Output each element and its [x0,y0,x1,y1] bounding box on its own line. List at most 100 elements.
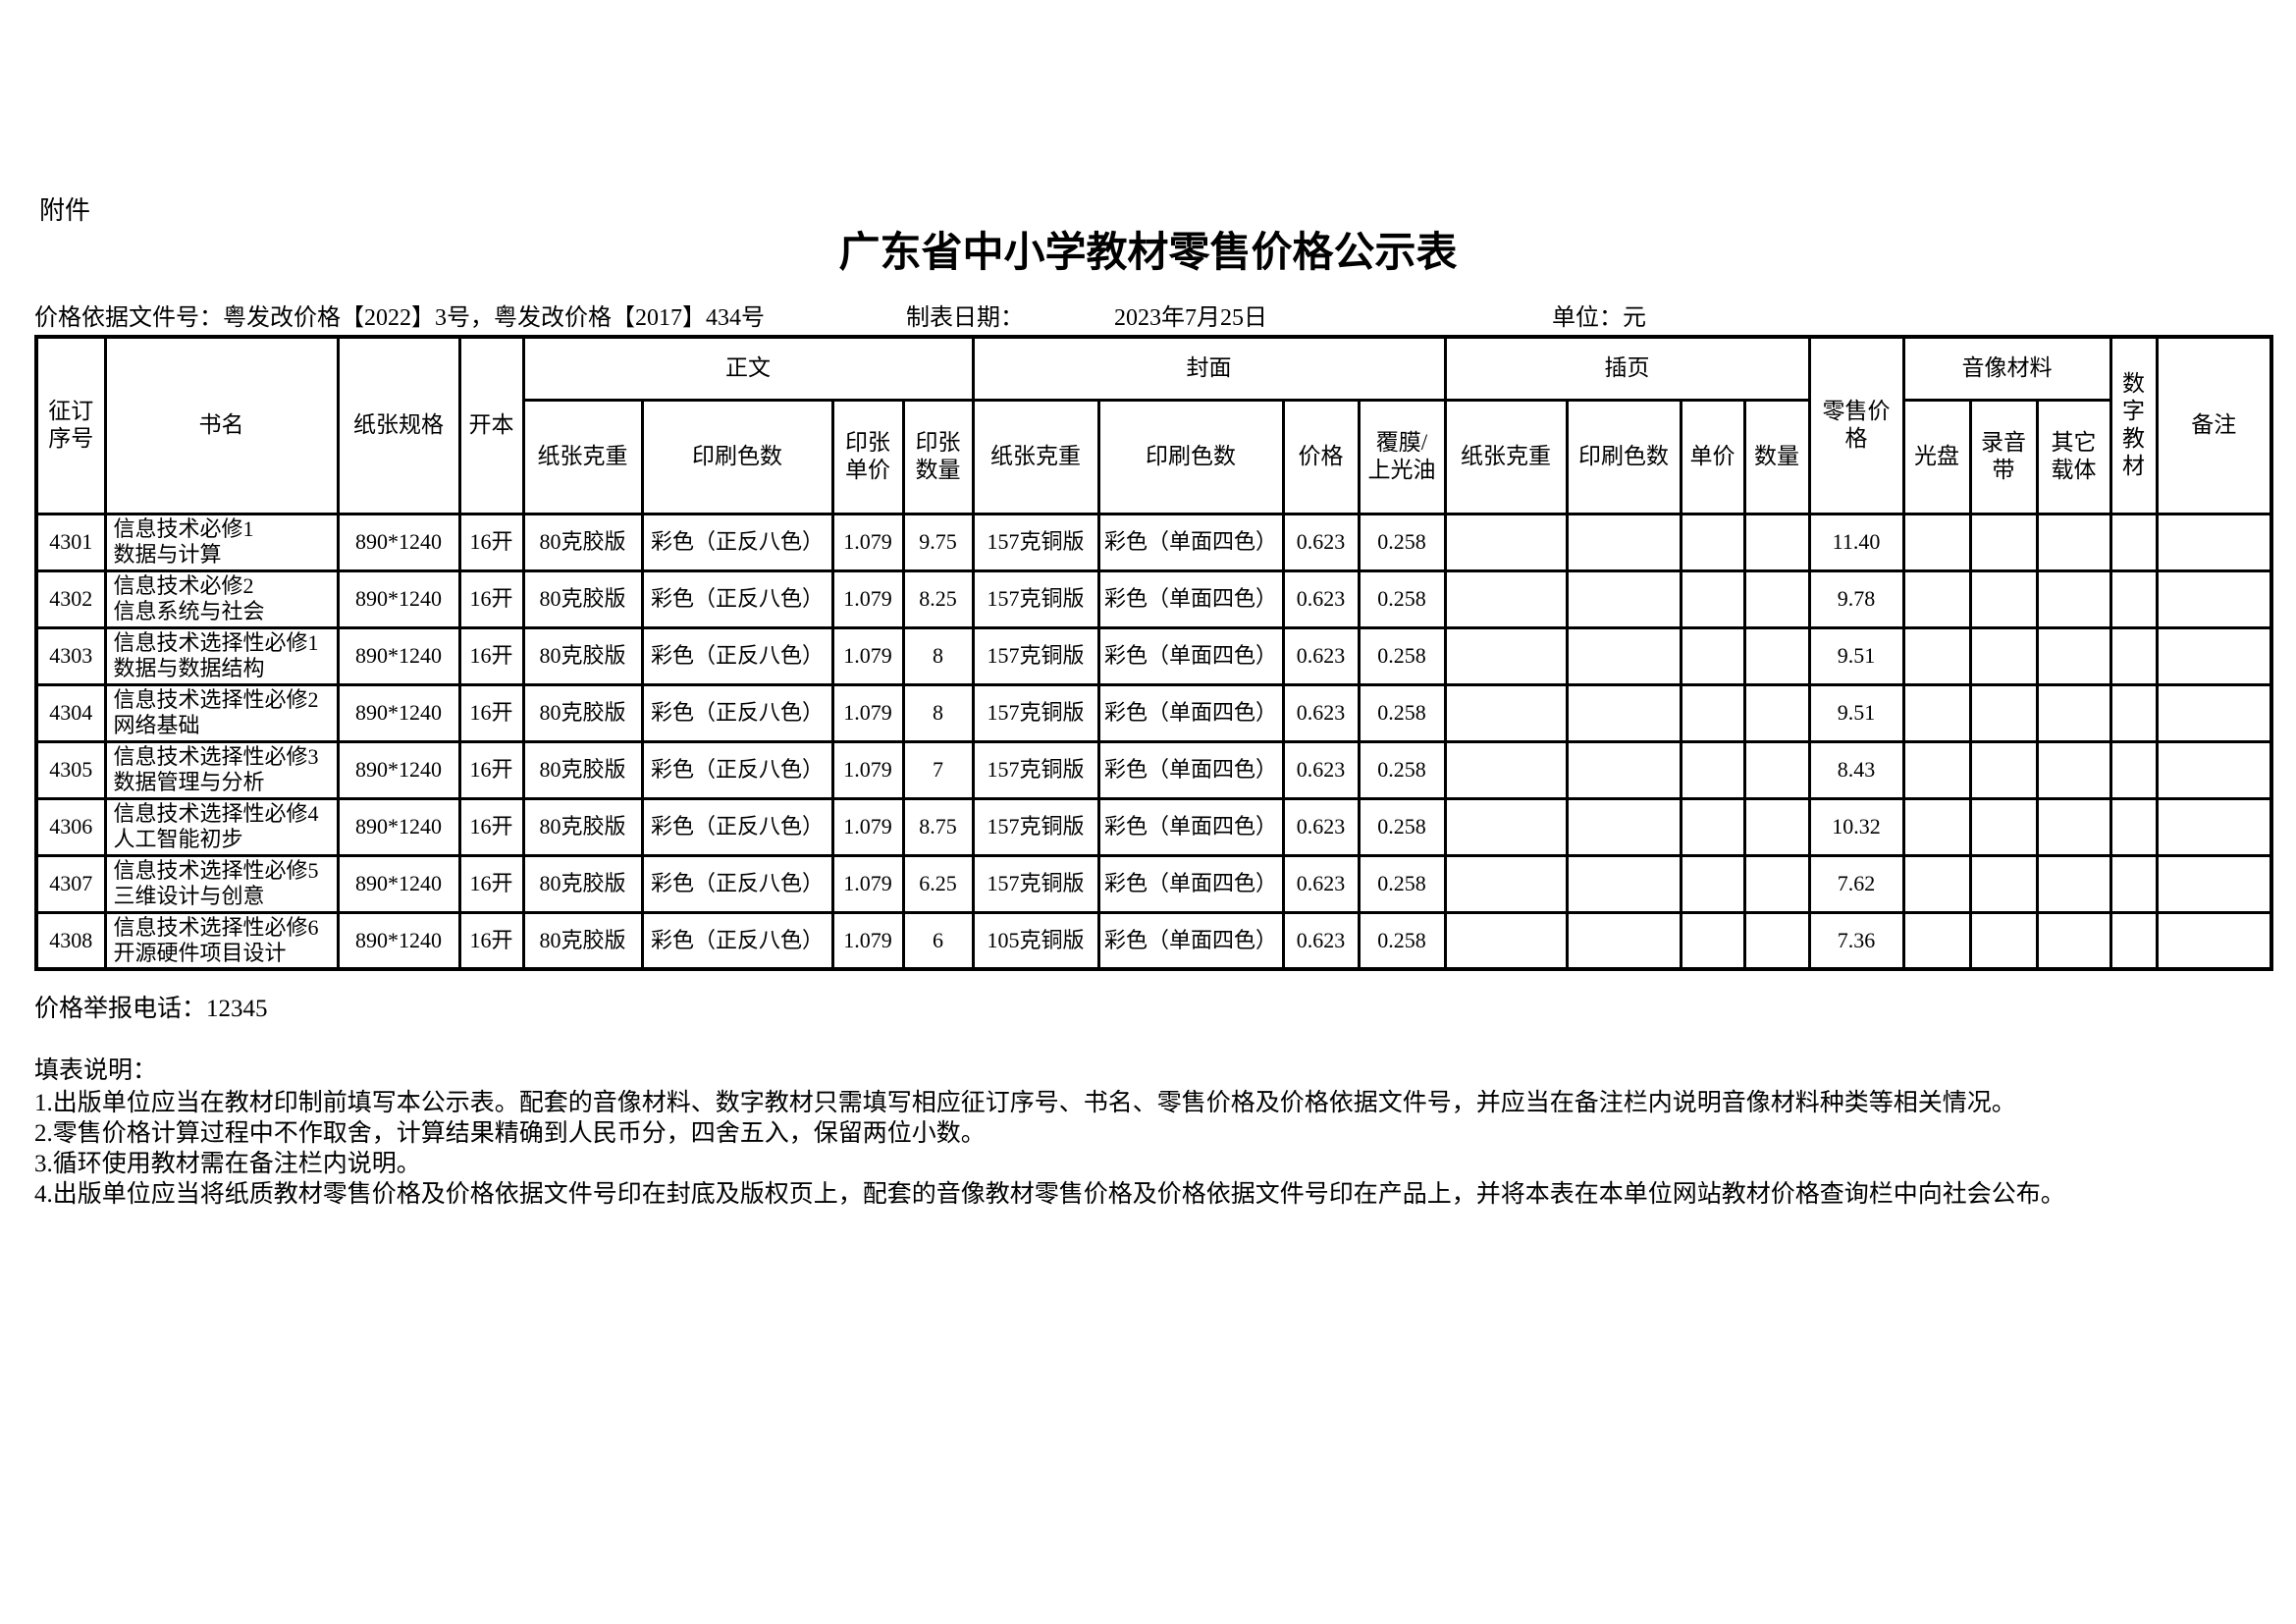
table-date-value: 2023年7月25日 [1114,305,1267,331]
cell-other-media [2035,796,2112,857]
cell-format: 16开 [457,796,525,857]
cell-insert-paper-weight [1443,568,1569,629]
col-header-insert-paper-weight: 纸张克重 [1443,398,1569,515]
cell-sheet-unit-price: 1.079 [830,739,905,800]
cell-order-no: 4308 [34,910,107,971]
cell-cd [1901,512,1972,572]
col-header-cover-paper-weight: 纸张克重 [971,398,1100,515]
cell-sheet-quantity: 6.25 [901,853,975,914]
page-title: 广东省中小学教材零售价格公示表 [838,231,1458,276]
group-header-cover: 封面 [971,335,1447,402]
info-line: 价格依据文件号：粤发改价格【2022】3号，粤发改价格【2017】434号 制表… [34,298,2272,333]
table-row: 4304 信息技术选择性必修2 网络基础 890*1240 16开 80克胶版 彩色（正反… [34,682,2273,743]
cell-other-media [2035,625,2112,686]
cell-insert-print-colors [1565,682,1682,743]
col-header-retail-price: 零售价 格 [1807,335,1905,515]
cell-insert-paper-weight [1443,739,1569,800]
cell-sheet-unit-price: 1.079 [830,796,905,857]
col-header-cover-coating: 覆膜/ 上光油 [1357,398,1447,515]
cell-cover-price: 0.623 [1281,568,1361,629]
price-report-phone: 价格举报电话：12345 [34,996,268,1022]
cell-insert-paper-weight [1443,682,1569,743]
cell-cover-print-colors: 彩色（单面四色） [1096,568,1285,629]
cell-paper-spec: 890*1240 [336,796,461,857]
cell-sheet-unit-price: 1.079 [830,910,905,971]
col-header-cd: 光盘 [1901,398,1972,515]
cell-insert-quantity [1742,796,1811,857]
cell-insert-paper-weight [1443,853,1569,914]
group-header-main-text: 正文 [521,335,975,402]
cell-insert-paper-weight [1443,512,1569,572]
cell-cover-paper-weight: 157克铜版 [971,796,1100,857]
cell-insert-unit-price [1679,682,1746,743]
cell-cover-print-colors: 彩色（单面四色） [1096,853,1285,914]
cell-order-no: 4304 [34,682,107,743]
cell-remarks [2155,682,2273,743]
cell-other-media [2035,568,2112,629]
col-header-tape: 录音 带 [1968,398,2039,515]
cell-cover-price: 0.623 [1281,625,1361,686]
cell-paper-spec: 890*1240 [336,682,461,743]
cell-insert-unit-price [1679,512,1746,572]
cell-sheet-unit-price: 1.079 [830,625,905,686]
cell-remarks [2155,568,2273,629]
cell-tape [1968,910,2039,971]
cell-remarks [2155,796,2273,857]
cell-cover-paper-weight: 157克铜版 [971,512,1100,572]
cell-cover-paper-weight: 157克铜版 [971,853,1100,914]
cell-cover-price: 0.623 [1281,682,1361,743]
cell-retail-price: 8.43 [1807,739,1905,800]
col-header-insert-print-colors: 印刷色数 [1565,398,1682,515]
cell-other-media [2035,682,2112,743]
cell-digital-textbook [2109,568,2159,629]
cell-text-print-colors: 彩色（正反八色） [640,625,834,686]
col-header-cover-print-colors: 印刷色数 [1096,398,1285,515]
cell-book-name: 信息技术选择性必修5 三维设计与创意 [103,853,340,914]
cell-retail-price: 9.51 [1807,682,1905,743]
table-row: 4305 信息技术选择性必修3 数据管理与分析 890*1240 16开 80克胶版 彩色… [34,739,2273,800]
cell-order-no: 4305 [34,739,107,800]
col-header-paper-spec: 纸张规格 [336,335,461,515]
cell-cd [1901,625,1972,686]
cell-cover-print-colors: 彩色（单面四色） [1096,739,1285,800]
cell-text-print-colors: 彩色（正反八色） [640,739,834,800]
cell-order-no: 4302 [34,568,107,629]
cell-digital-textbook [2109,625,2159,686]
cell-format: 16开 [457,910,525,971]
cell-sheet-quantity: 8.25 [901,568,975,629]
cell-insert-print-colors [1565,910,1682,971]
cell-text-print-colors: 彩色（正反八色） [640,796,834,857]
cell-order-no: 4303 [34,625,107,686]
col-header-insert-unit-price: 单价 [1679,398,1746,515]
cell-paper-spec: 890*1240 [336,910,461,971]
cell-cover-price: 0.623 [1281,910,1361,971]
cell-format: 16开 [457,682,525,743]
cell-text-print-colors: 彩色（正反八色） [640,682,834,743]
cell-insert-paper-weight [1443,625,1569,686]
cell-book-name: 信息技术选择性必修4 人工智能初步 [103,796,340,857]
cell-insert-unit-price [1679,853,1746,914]
note-line-3: 3.循环使用教材需在备注栏内说明。 [34,1151,421,1177]
note-line-1: 1.出版单位应当在教材印制前填写本公示表。配套的音像材料、数字教材只需填写相应征… [34,1090,2016,1116]
cell-tape [1968,512,2039,572]
col-header-digital-textbook: 数 字 教 材 [2109,335,2159,515]
cell-sheet-unit-price: 1.079 [830,682,905,743]
header-sub-row: 纸张克重 印刷色数 印张 单价 印张 数量 纸张克重 印刷色数 价格 覆膜/ 上… [36,398,2271,515]
cell-text-paper-weight: 80克胶版 [521,682,644,743]
notes-title: 填表说明： [34,1057,158,1084]
cell-cover-coating: 0.258 [1357,910,1447,971]
table-row: 4308 信息技术选择性必修6 开源硬件项目设计 890*1240 16开 80克胶版彩… [34,910,2273,971]
cell-remarks [2155,739,2273,800]
cell-digital-textbook [2109,796,2159,857]
cell-retail-price: 9.78 [1807,568,1905,629]
cell-format: 16开 [457,625,525,686]
cell-order-no: 4306 [34,796,107,857]
group-header-av-materials: 音像材料 [1901,335,2112,402]
cell-insert-unit-price [1679,796,1746,857]
cell-remarks [2155,910,2273,971]
cell-other-media [2035,910,2112,971]
group-header-insert: 插页 [1443,335,1811,402]
cell-cover-coating: 0.258 [1357,568,1447,629]
cell-text-print-colors: 彩色（正反八色） [640,910,834,971]
